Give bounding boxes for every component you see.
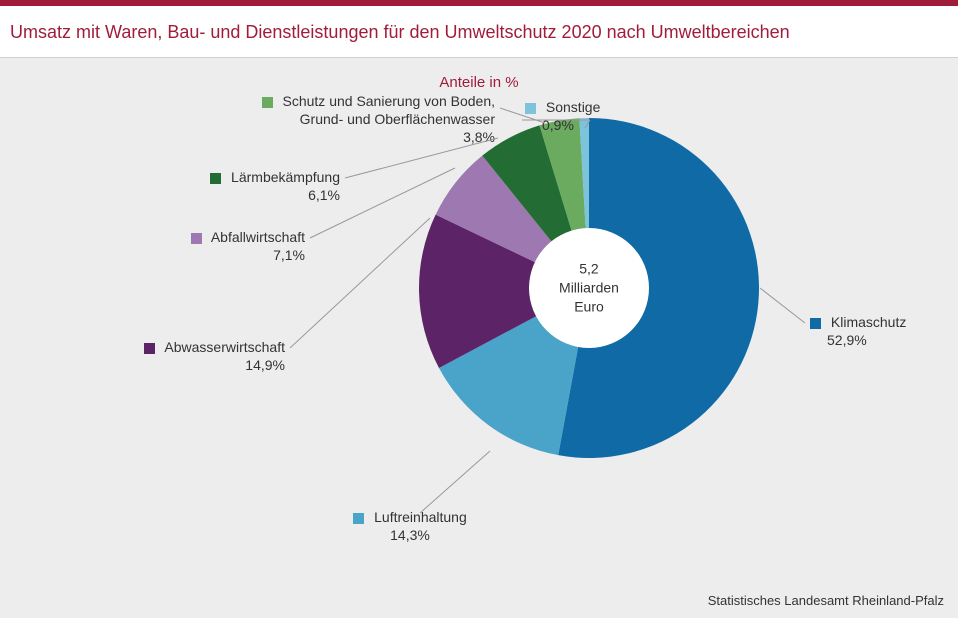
title-area: Umsatz mit Waren, Bau- und Dienstleistun… — [0, 6, 958, 58]
label-klimaschutz: Klimaschutz 52,9% — [810, 313, 906, 349]
label-abfall: Abfallwirtschaft 7,1% — [105, 228, 305, 264]
center-line-2: Milliarden — [559, 280, 619, 296]
chart-subtitle: Anteile in % — [439, 74, 518, 91]
label-sonstige: Sonstige 0,9% — [525, 98, 600, 134]
label-boden-line2: Grund- und Oberflächenwasser — [300, 111, 495, 127]
label-abfall-pct: 7,1% — [105, 246, 305, 264]
marker-klimaschutz — [810, 318, 821, 329]
label-klimaschutz-text: Klimaschutz — [831, 314, 906, 330]
label-boden-pct: 3,8% — [463, 129, 495, 145]
label-abwasser: Abwasserwirtschaft 14,9% — [55, 338, 285, 374]
label-abwasser-pct: 14,9% — [55, 356, 285, 374]
label-sonstige-pct: 0,9% — [542, 116, 600, 134]
label-luft: Luftreinhaltung 14,3% — [310, 508, 510, 544]
label-klimaschutz-pct: 52,9% — [827, 331, 906, 349]
marker-luft — [353, 513, 364, 524]
marker-boden — [262, 97, 273, 108]
marker-abwasser — [144, 343, 155, 354]
label-boden: Schutz und Sanierung von Boden, Grund- u… — [155, 92, 495, 147]
donut-chart: 5,2 Milliarden Euro — [419, 118, 759, 458]
label-laerm-text: Lärmbekämpfung — [231, 169, 340, 185]
source-credit: Statistisches Landesamt Rheinland-Pfalz — [708, 593, 944, 608]
label-boden-line1: Schutz und Sanierung von Boden, — [283, 93, 496, 109]
label-laerm: Lärmbekämpfung 6,1% — [130, 168, 340, 204]
donut-center-label: 5,2 Milliarden Euro — [559, 260, 619, 317]
marker-abfall — [191, 233, 202, 244]
center-line-3: Euro — [574, 298, 604, 314]
label-abwasser-text: Abwasserwirtschaft — [164, 339, 285, 355]
label-abfall-text: Abfallwirtschaft — [211, 229, 305, 245]
chart-area: Anteile in % 5,2 Milliarden Euro Klimasc… — [0, 58, 958, 618]
label-sonstige-text: Sonstige — [546, 99, 600, 115]
label-luft-pct: 14,3% — [310, 526, 510, 544]
marker-sonstige — [525, 103, 536, 114]
marker-laerm — [210, 173, 221, 184]
label-laerm-pct: 6,1% — [130, 186, 340, 204]
label-luft-text: Luftreinhaltung — [374, 509, 467, 525]
page-title: Umsatz mit Waren, Bau- und Dienstleistun… — [10, 22, 948, 43]
center-line-1: 5,2 — [579, 261, 598, 277]
